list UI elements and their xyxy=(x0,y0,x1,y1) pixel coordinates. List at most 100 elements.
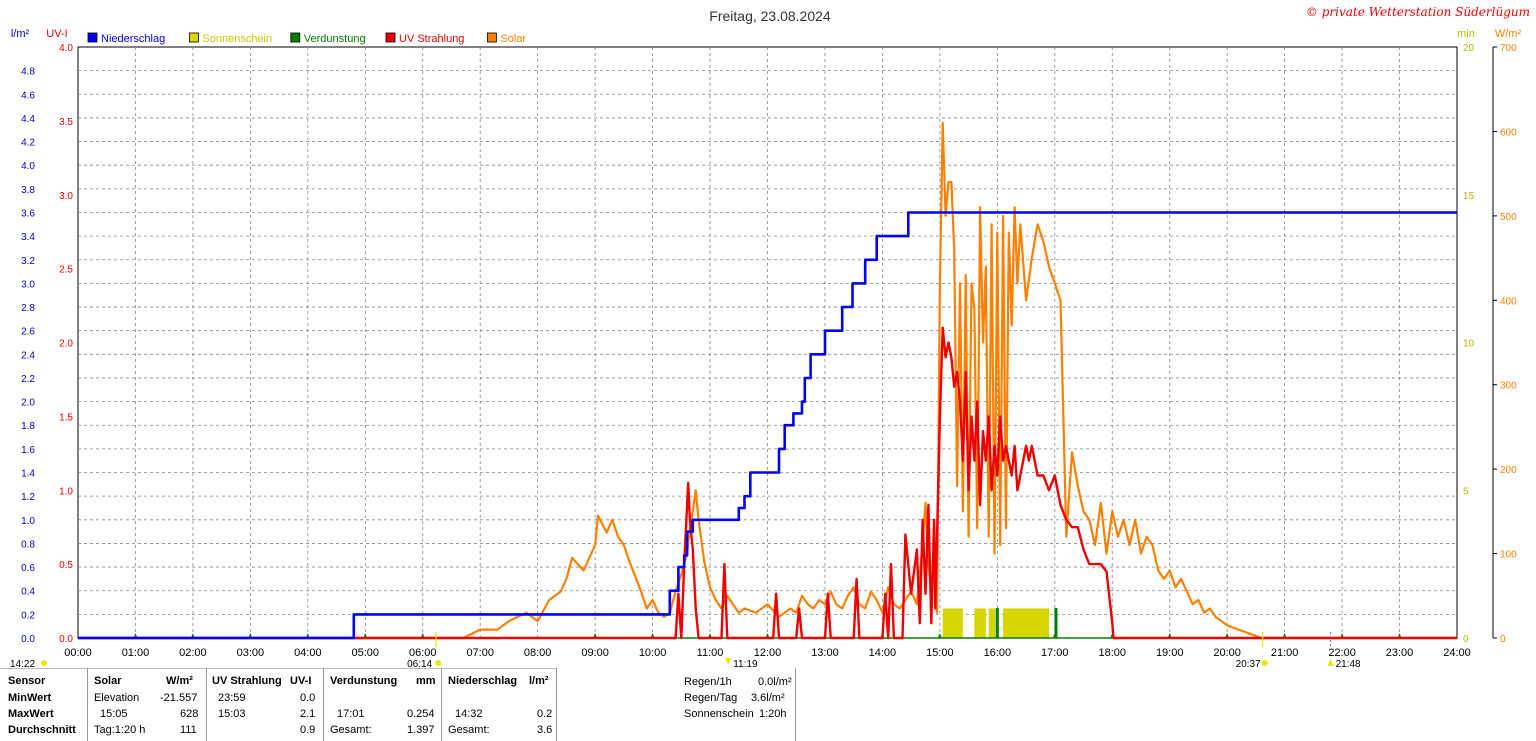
legend-swatch xyxy=(87,32,98,43)
y-tick-uv: 2.0 xyxy=(59,339,73,350)
x-tick-label: 05:00 xyxy=(352,647,380,659)
x-tick-label: 13:00 xyxy=(811,647,839,659)
y-tick-rain: 2.4 xyxy=(21,350,35,361)
stats-row-label: MinWert xyxy=(8,692,52,704)
stats-solar-value: 111 xyxy=(180,724,197,736)
stats-divider xyxy=(323,668,324,741)
stats-uv-value: 2.1 xyxy=(300,708,316,720)
evaporation-tick xyxy=(708,633,713,638)
y-tick-wm2: 0 xyxy=(1500,634,1506,645)
x-tick-label: 06:00 xyxy=(409,647,437,659)
sunshine-bar xyxy=(988,608,996,638)
stats-header-uv-unit: UV-I xyxy=(290,675,312,687)
chart-title: Freitag, 23.08.2024 xyxy=(709,8,831,24)
x-tick-label: 04:00 xyxy=(294,647,322,659)
axis-unit-min: min xyxy=(1457,28,1475,40)
y-tick-rain: 3.8 xyxy=(21,185,35,196)
y-tick-min: 10 xyxy=(1463,339,1475,350)
y-tick-rain: 1.8 xyxy=(21,421,35,432)
axis-unit-wm2: W/m² xyxy=(1495,28,1522,40)
y-tick-rain: 0.2 xyxy=(21,610,35,621)
x-tick-label: 00:00 xyxy=(64,647,92,659)
y-tick-uv: 2.5 xyxy=(59,265,73,276)
sunrise-time: 06:14 xyxy=(407,659,432,668)
evaporation-tick xyxy=(1167,633,1172,638)
stats-uv-value: 0.9 xyxy=(300,724,316,736)
y-tick-uv: 3.0 xyxy=(59,191,73,202)
legend-label: Verdunstung xyxy=(304,33,366,45)
stats-header-solar-unit: W/m² xyxy=(166,675,193,687)
evaporation-tick xyxy=(1225,633,1230,638)
evaporation-tick xyxy=(937,633,942,638)
stats-row-label: MaxWert xyxy=(8,708,54,720)
legend-swatch xyxy=(188,32,199,43)
stats-nied-time: Gesamt: xyxy=(448,724,490,736)
sunshine-bar xyxy=(942,608,963,638)
x-tick-label: 02:00 xyxy=(179,647,207,659)
x-tick-label: 12:00 xyxy=(754,647,782,659)
legend-label: UV Strahlung xyxy=(399,33,464,45)
y-tick-rain: 1.0 xyxy=(21,516,35,527)
series-layer xyxy=(78,121,1457,640)
stats-solar-value: -21.557 xyxy=(160,692,198,704)
stats-verd-value: 1.397 xyxy=(407,724,435,736)
stats-nied-value: 3.6 xyxy=(537,724,553,736)
axis-unit-uv: UV-I xyxy=(46,28,67,40)
stats-verd-time: 17:01 xyxy=(337,708,365,720)
rain-line xyxy=(78,211,1457,640)
stats-header-sensor: Sensor xyxy=(8,675,46,687)
stats-header-uv: UV Strahlung xyxy=(212,675,282,687)
x-tick-label: 01:00 xyxy=(122,647,150,659)
grid xyxy=(77,46,1458,639)
stats-divider xyxy=(795,668,796,741)
y-tick-rain: 1.2 xyxy=(21,492,35,503)
sunset-time: 20:37 xyxy=(1236,659,1261,668)
stats-extra-label: Regen/1h xyxy=(684,676,732,688)
event-markers: 14:22 06:14 11:19 20:37 21:48 xyxy=(10,632,1361,668)
y-tick-min: 20 xyxy=(1463,43,1475,54)
stats-header-verd: Verdunstung xyxy=(330,675,398,687)
y-tick-rain: 0.8 xyxy=(21,539,35,550)
x-tick-label: 11:00 xyxy=(697,647,724,659)
y-tick-rain: 0.6 xyxy=(21,563,35,574)
y-tick-rain: 3.2 xyxy=(21,256,35,267)
x-tick-label: 22:00 xyxy=(1328,647,1356,659)
y-tick-wm2: 600 xyxy=(1500,127,1517,138)
y-tick-wm2: 300 xyxy=(1500,381,1517,392)
y-tick-rain: 4.4 xyxy=(21,114,35,125)
x-tick-label: 08:00 xyxy=(524,647,552,659)
stats-solar-time: 15:05 xyxy=(100,708,128,720)
stats-divider xyxy=(87,668,88,741)
y-tick-rain: 3.6 xyxy=(21,208,35,219)
y-tick-uv: 0.0 xyxy=(59,634,73,645)
moonrise-icon xyxy=(41,660,47,666)
legend-swatch xyxy=(385,32,396,43)
stats-solar-value: 628 xyxy=(180,708,199,720)
stats-nied-value: 0.2 xyxy=(537,708,553,720)
y-tick-rain: 2.2 xyxy=(21,374,35,385)
moonrise-time: 14:22 xyxy=(10,659,35,668)
evaporation-bar xyxy=(995,608,999,638)
y-tick-min: 15 xyxy=(1463,191,1475,202)
evaporation-tick xyxy=(593,633,598,638)
y-tick-rain: 3.0 xyxy=(21,279,35,290)
legend-label: Niederschlag xyxy=(101,33,165,45)
y-tick-rain: 2.0 xyxy=(21,398,35,409)
stats-extra-label: Regen/Tag xyxy=(684,692,738,704)
evaporation-tick xyxy=(363,633,368,638)
y-tick-rain: 3.4 xyxy=(21,232,35,243)
stats-uv-time: 23:59 xyxy=(218,692,246,704)
legend-label: Sonnenschein xyxy=(202,33,272,45)
y-tick-rain: 0.4 xyxy=(21,587,35,598)
sunshine-bar xyxy=(974,608,986,638)
y-tick-uv: 1.0 xyxy=(59,486,73,497)
x-tick-label: 09:00 xyxy=(581,647,609,659)
legend: Niederschlag Sonnenschein Verdunstung UV St… xyxy=(87,32,526,45)
sunset-icon xyxy=(1261,660,1268,666)
stats-extra-value: 0.0l/m² xyxy=(758,676,792,688)
x-tick-label: 14:00 xyxy=(869,647,897,659)
evaporation-bar xyxy=(1054,608,1058,638)
y-tick-rain: 1.6 xyxy=(21,445,35,456)
evaporation-tick xyxy=(1397,633,1402,638)
y-tick-wm2: 700 xyxy=(1500,43,1517,54)
